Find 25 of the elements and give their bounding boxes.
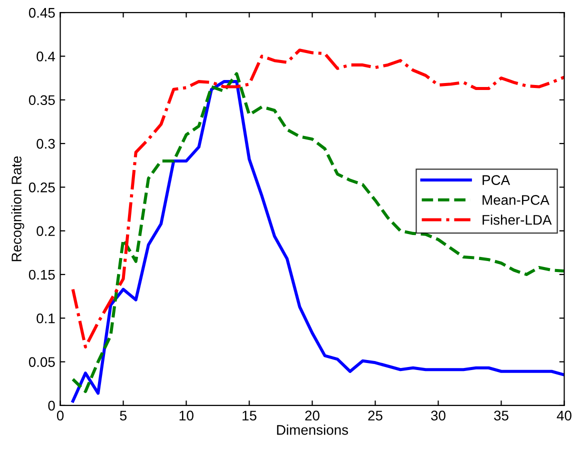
- line-series: [71, 48, 564, 348]
- x-tick-label: 30: [431, 410, 446, 421]
- y-tick-label: 0.15: [28, 270, 55, 280]
- y-tick-label: 0.3: [36, 138, 55, 149]
- legend-label: Mean-PCA: [482, 195, 550, 205]
- x-axis-title: Dimensions: [277, 424, 348, 435]
- x-tick-label: 35: [494, 410, 508, 421]
- legend-label: PCA: [482, 175, 510, 185]
- x-tick-label: 10: [180, 410, 194, 421]
- x-tick-label: 5: [120, 410, 127, 421]
- x-tick-label: 0: [56, 410, 64, 421]
- legend-label: Fisher-LDA: [482, 214, 552, 225]
- y-tick-label: 0.25: [28, 182, 55, 192]
- x-tick-label: 20: [305, 410, 320, 421]
- y-tick-label: 0: [48, 400, 55, 411]
- y-tick-label: 0.2: [36, 226, 55, 236]
- y-tick-label: 0.35: [28, 95, 55, 106]
- y-tick-label: 0.4: [36, 52, 56, 62]
- x-tick-label: 25: [368, 410, 382, 421]
- x-tick-label: 40: [556, 410, 572, 421]
- y-axis-title: Recognition Rate: [11, 156, 24, 262]
- y-tick-label: 0.05: [28, 357, 55, 367]
- y-tick-label: 0.1: [36, 313, 55, 324]
- x-tick-label: 15: [242, 410, 256, 421]
- y-tick-label: 0.45: [28, 8, 55, 18]
